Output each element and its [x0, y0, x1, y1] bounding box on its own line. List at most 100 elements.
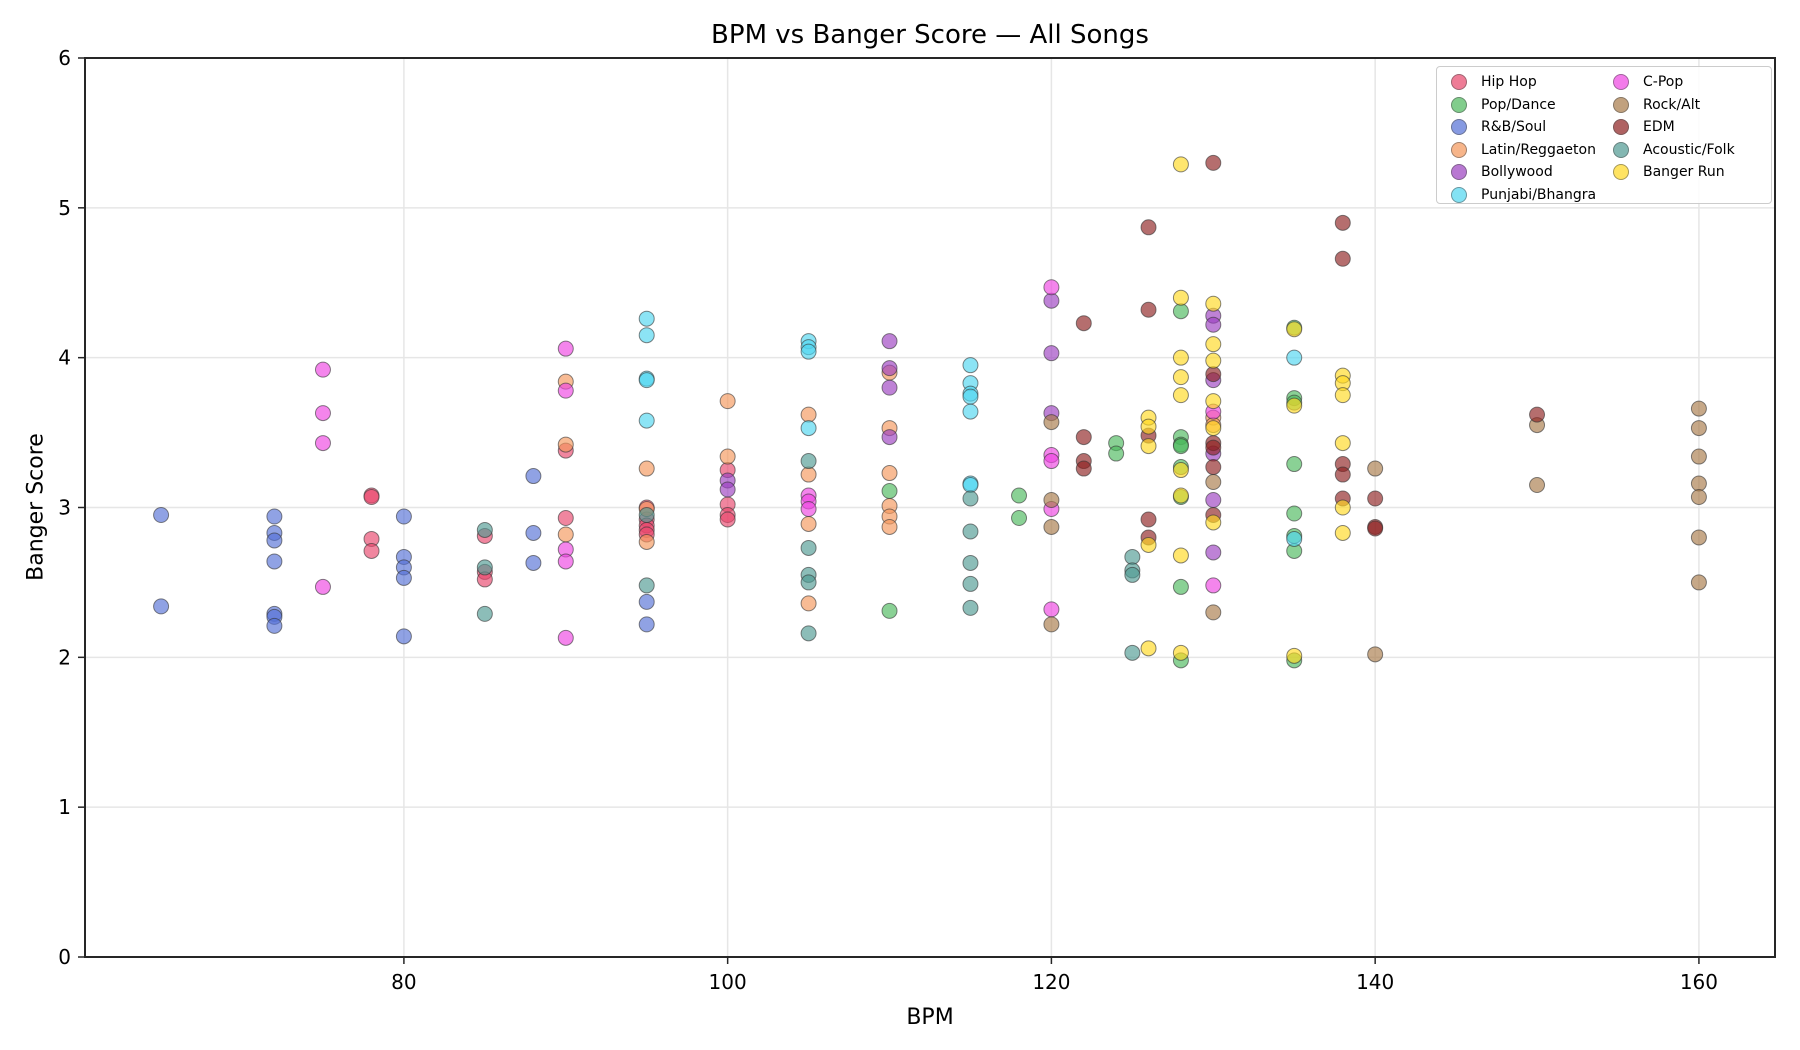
x-tick-label: 100 — [709, 970, 747, 994]
legend-label: Banger Run — [1643, 164, 1725, 181]
legend-marker-icon — [1451, 164, 1467, 181]
data-points — [153, 154, 1707, 669]
data-point — [1172, 578, 1189, 595]
data-point — [1286, 530, 1303, 547]
data-point — [1529, 406, 1546, 423]
data-point — [153, 506, 170, 523]
data-point — [881, 483, 898, 500]
y-tick-label: 1 — [58, 795, 71, 819]
data-point — [1140, 511, 1157, 528]
data-point — [1286, 349, 1303, 366]
legend-marker-icon — [1613, 96, 1629, 113]
data-point — [1334, 250, 1351, 267]
data-point — [800, 343, 817, 360]
data-point — [1205, 366, 1222, 383]
data-point — [638, 616, 655, 633]
data-point — [1205, 154, 1222, 171]
data-point — [1205, 492, 1222, 509]
data-point — [1205, 544, 1222, 561]
legend-label: Rock/Alt — [1643, 96, 1701, 113]
legend-marker-icon — [1613, 141, 1629, 158]
data-point — [1172, 547, 1189, 564]
data-point — [395, 569, 412, 586]
data-point — [881, 429, 898, 446]
data-point — [962, 388, 979, 405]
data-point — [1172, 369, 1189, 386]
legend: Hip Hop Pop/Dance R&B/Soul Latin/Reggaeton B… — [1436, 66, 1772, 204]
x-tick-label: 160 — [1680, 970, 1718, 994]
data-point — [266, 508, 283, 525]
data-point — [1075, 460, 1092, 477]
data-point — [638, 593, 655, 610]
data-point — [1043, 453, 1060, 470]
data-point — [800, 539, 817, 556]
data-point — [1286, 321, 1303, 338]
data-point — [1043, 414, 1060, 431]
data-point — [962, 554, 979, 571]
legend-label: Latin/Reggaeton — [1481, 141, 1596, 158]
data-point — [800, 500, 817, 517]
data-point — [557, 382, 574, 399]
data-point — [638, 327, 655, 344]
legend-label: EDM — [1643, 119, 1675, 136]
data-point — [1334, 466, 1351, 483]
data-point — [1043, 292, 1060, 309]
legend-marker-icon — [1451, 141, 1467, 158]
data-point — [1367, 460, 1384, 477]
data-point — [1108, 445, 1125, 462]
data-point — [1690, 489, 1707, 506]
data-point — [1011, 509, 1028, 526]
data-point — [1690, 420, 1707, 437]
data-point — [1690, 475, 1707, 492]
data-point — [1140, 219, 1157, 236]
data-point — [1690, 574, 1707, 591]
data-point — [1205, 393, 1222, 410]
data-point — [1140, 536, 1157, 553]
data-point — [638, 310, 655, 327]
data-point — [1140, 418, 1157, 435]
data-point — [800, 466, 817, 483]
data-point — [881, 360, 898, 377]
y-tick-label: 3 — [58, 496, 71, 520]
legend-marker-icon — [1451, 186, 1467, 203]
data-point — [1075, 429, 1092, 446]
x-tick-label: 120 — [1032, 970, 1070, 994]
data-point — [557, 526, 574, 543]
legend-label: Bollywood — [1481, 164, 1553, 181]
data-point — [638, 460, 655, 477]
data-point — [800, 406, 817, 423]
data-point — [638, 577, 655, 594]
y-tick-label: 0 — [58, 945, 71, 969]
axis-ticks: 80 100 120 140 160 0 1 2 3 4 5 6 — [58, 46, 1718, 994]
data-point — [1334, 499, 1351, 516]
data-point — [719, 511, 736, 528]
data-point — [881, 518, 898, 535]
data-point — [1140, 438, 1157, 455]
data-point — [638, 506, 655, 523]
y-tick-label: 5 — [58, 196, 71, 220]
legend-item: Latin/Reggaeton — [1445, 139, 1601, 162]
data-point — [314, 361, 331, 378]
data-point — [1690, 400, 1707, 417]
data-point — [719, 393, 736, 410]
data-point — [1172, 289, 1189, 306]
data-point — [525, 524, 542, 541]
data-point — [962, 599, 979, 616]
data-point — [557, 340, 574, 357]
data-point — [266, 532, 283, 549]
data-point — [1124, 644, 1141, 661]
data-point — [1043, 616, 1060, 633]
data-point — [1690, 529, 1707, 546]
data-point — [395, 508, 412, 525]
data-point — [962, 477, 979, 494]
data-point — [1172, 487, 1189, 504]
data-point — [800, 625, 817, 642]
legend-marker-icon — [1613, 119, 1629, 136]
data-point — [266, 553, 283, 570]
data-point — [1205, 577, 1222, 594]
data-point — [525, 554, 542, 571]
data-point — [962, 490, 979, 507]
legend-label: C-Pop — [1643, 74, 1684, 91]
data-point — [476, 559, 493, 576]
